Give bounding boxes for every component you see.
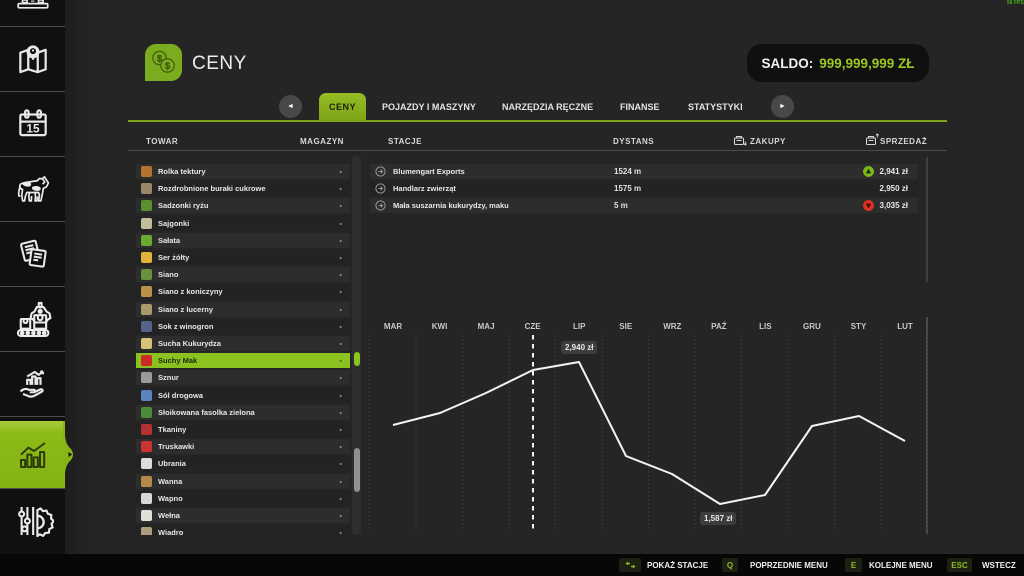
svg-text:MAR: MAR [384, 322, 402, 331]
svg-text:$: $ [157, 53, 163, 64]
svg-text:SIE: SIE [619, 322, 633, 331]
svg-text:KWI: KWI [432, 322, 448, 331]
svg-text:WRZ: WRZ [663, 322, 681, 331]
svg-text:STY: STY [851, 322, 867, 331]
svg-text:LIS: LIS [759, 322, 772, 331]
svg-text:GRU: GRU [803, 322, 821, 331]
svg-text:PAŹ: PAŹ [711, 322, 727, 331]
svg-text:LUT: LUT [897, 322, 913, 331]
svg-text:15: 15 [26, 121, 40, 135]
svg-text:CZE: CZE [525, 322, 542, 331]
svg-text:$: $ [165, 61, 171, 72]
svg-text:LIP: LIP [573, 322, 586, 331]
svg-text:MAJ: MAJ [478, 322, 495, 331]
